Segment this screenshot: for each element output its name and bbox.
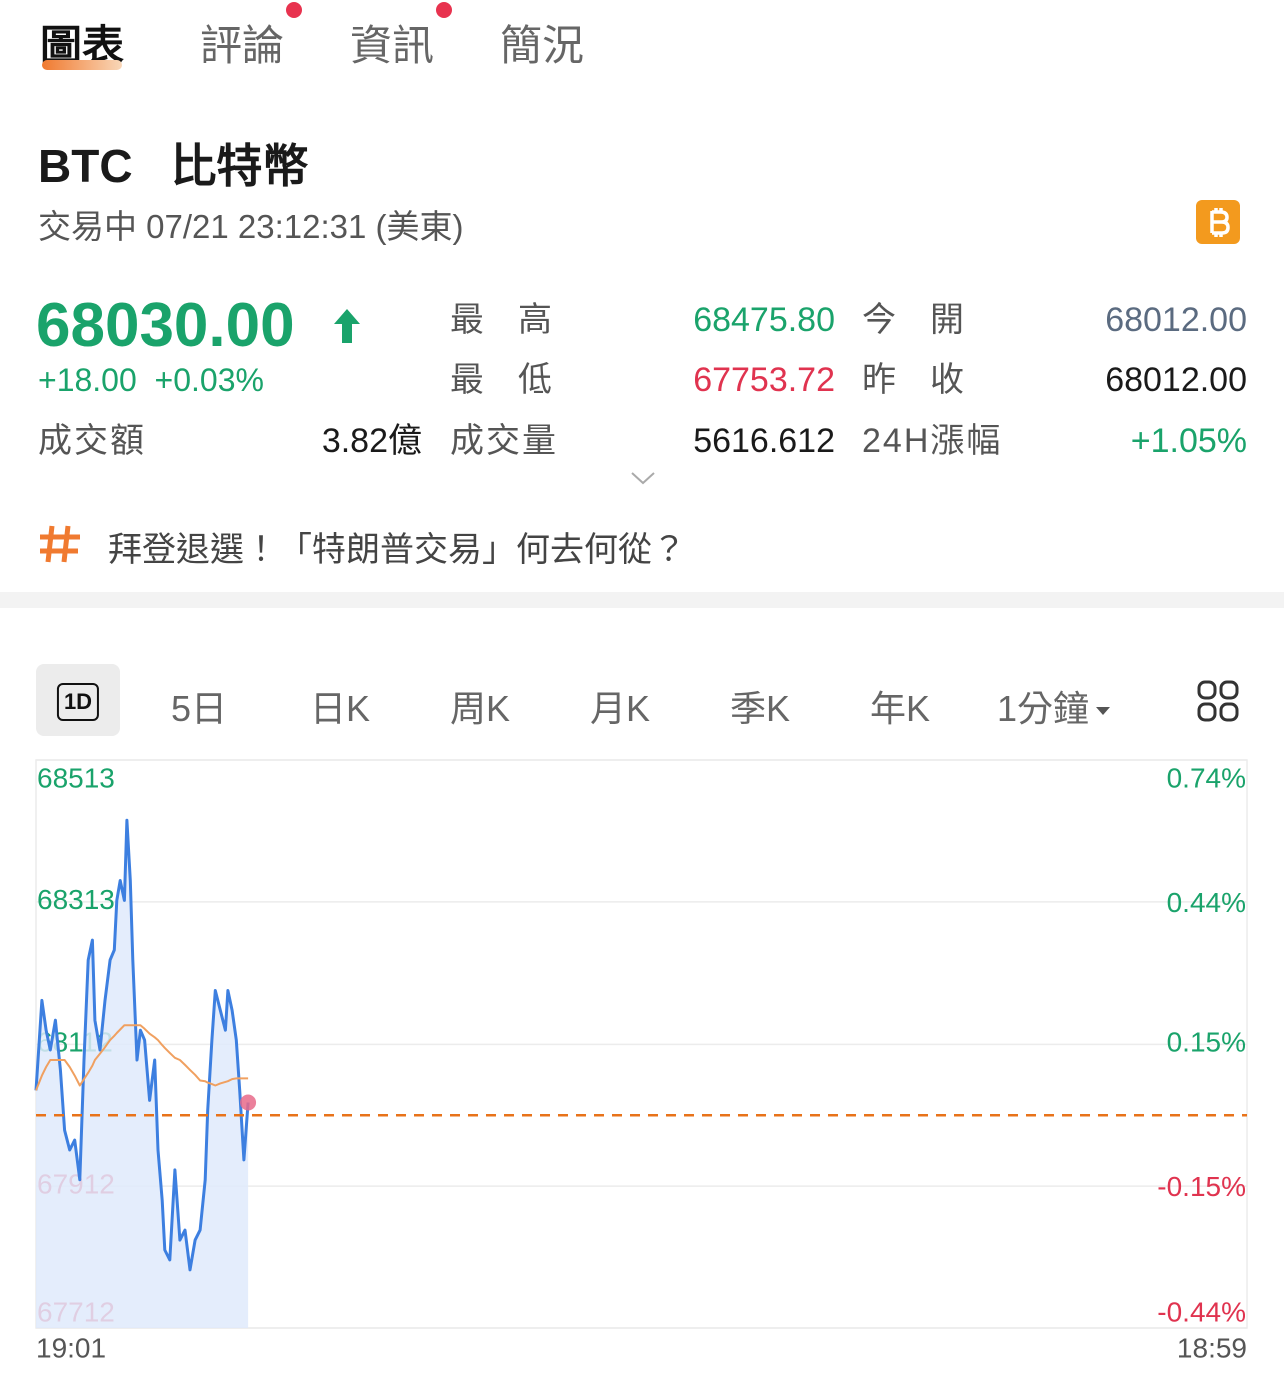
stat-label: 今開 <box>862 301 998 339</box>
stat-label: 最高 <box>450 301 586 339</box>
stat-label: 昨收 <box>862 361 998 399</box>
y-tick-label: 68313 <box>37 884 115 915</box>
name: 比特幣 <box>170 140 309 192</box>
layout-icon[interactable] <box>1197 680 1239 722</box>
y2-tick-label: -0.44% <box>1157 1296 1246 1327</box>
period-selected <box>36 664 120 736</box>
x-tick-label: 19:01 <box>36 1332 106 1363</box>
stat-value: 68012.00 <box>1105 361 1247 399</box>
stat-value: 67753.72 <box>693 361 835 399</box>
coin-icon <box>1196 200 1240 244</box>
change: +18.00 <box>38 362 137 398</box>
stat-value: 68475.80 <box>693 301 835 339</box>
series-line <box>35 1024 249 1091</box>
dropdown-arrow <box>1096 707 1111 716</box>
stat-label: 成交量 <box>450 422 558 460</box>
period[interactable]: 5日 <box>170 688 228 729</box>
up-arrow <box>334 309 360 343</box>
last-point <box>240 1094 257 1111</box>
stat-value: 5616.612 <box>693 422 835 460</box>
period[interactable]: 周K <box>449 688 511 729</box>
tab[interactable]: 簡況 <box>500 22 585 69</box>
topic[interactable]: 拜登退選！「特朗普交易」何去何從？ <box>108 531 686 569</box>
period[interactable]: 1分鐘 <box>997 680 1115 732</box>
expand-chevron[interactable] <box>630 470 656 486</box>
series-line <box>34 818 250 1272</box>
stat-value: 68012.00 <box>1105 301 1247 339</box>
badge-dot <box>286 2 303 18</box>
stat-value: +1.05% <box>1130 422 1247 460</box>
period[interactable]: 月K <box>589 688 651 729</box>
y2-tick-label: 0.74% <box>1167 762 1246 793</box>
title: BTC 比特幣 <box>38 130 309 196</box>
tab[interactable]: 評論 <box>200 2 303 73</box>
tab-indicator <box>42 60 122 70</box>
y2-tick-label: 0.44% <box>1167 887 1246 918</box>
y-tick-label: 68513 <box>37 762 115 793</box>
stat-label: 最低 <box>450 361 586 399</box>
status: 交易中 07/21 23:12:31 (美東) <box>38 208 464 245</box>
y2-tick-label: 0.15% <box>1167 1026 1246 1057</box>
chart: 68513683136811267912677120.74%0.44%0.15%… <box>34 759 1248 1363</box>
symbol: BTC <box>38 140 133 192</box>
area <box>36 820 249 1328</box>
period[interactable]: 年K <box>869 688 931 729</box>
period[interactable]: 季K <box>729 688 791 729</box>
stat-value: 3.82億 <box>321 422 422 460</box>
badge-dot <box>436 2 453 18</box>
period[interactable]: 日K <box>309 688 371 729</box>
stat-label: 成交額 <box>38 422 146 460</box>
price: 68030.00 <box>36 291 295 360</box>
hash-icon <box>40 525 80 563</box>
tab[interactable]: 資訊 <box>350 2 453 73</box>
separator <box>0 592 1284 608</box>
x-tick-label: 18:59 <box>1177 1332 1247 1363</box>
period[interactable]: 1D <box>56 683 100 721</box>
y2-tick-label: -0.15% <box>1157 1171 1246 1202</box>
change-line: +18.00 +0.03% <box>38 362 264 399</box>
stat-label: 24H漲幅 <box>862 422 1003 460</box>
change-pct: +0.03% <box>154 362 264 398</box>
